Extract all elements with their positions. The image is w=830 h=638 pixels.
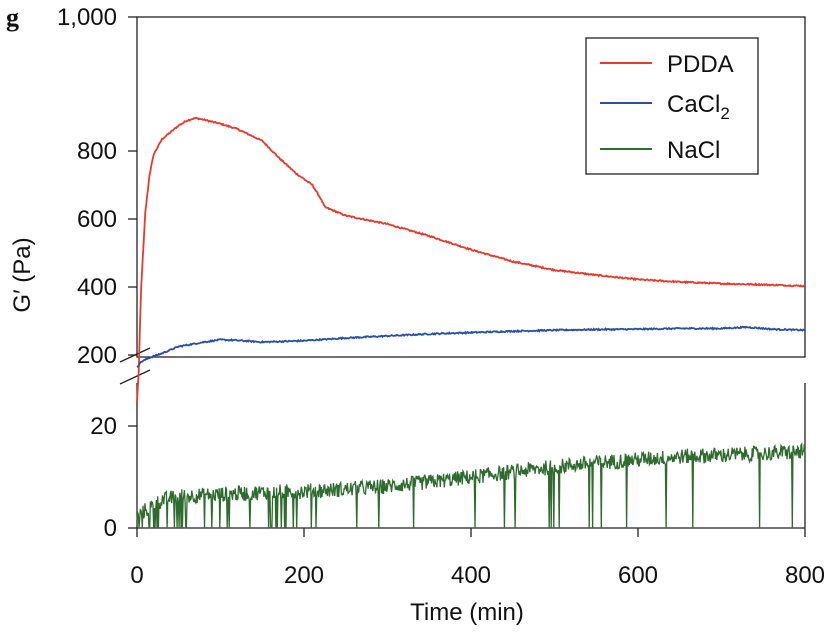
legend-label-pdda: PDDA (667, 51, 734, 78)
y-tick-label: 800 (77, 138, 117, 165)
upper-plot-frame (136, 16, 806, 358)
y-tick-label: 400 (77, 274, 117, 301)
x-tick-label: 200 (284, 562, 324, 589)
panel-label: g (6, 3, 19, 32)
legend-label-nacl: NaCl (667, 137, 720, 164)
axis-ticks: 0 200 400 600 800 200 400 600 800 1,000 0 20 (57, 4, 825, 589)
x-tick-label: 600 (618, 562, 658, 589)
y-axis-title: G′ (Pa) (9, 237, 36, 312)
y-tick-label: 1,000 (57, 4, 117, 31)
legend-label-cacl2: CaCl2 (667, 91, 730, 123)
x-tick-label: 800 (785, 562, 825, 589)
legend: PDDA CaCl2 NaCl (585, 37, 759, 175)
x-tick-label: 0 (130, 562, 143, 589)
series-line-nacl (136, 442, 806, 529)
series-layer (136, 116, 806, 529)
legend-box (585, 37, 759, 175)
y-tick-label: 600 (77, 206, 117, 233)
x-tick-label: 400 (451, 562, 491, 589)
axis-break-mark-lower (119, 369, 151, 385)
y-tick-label-lower: 0 (104, 515, 117, 542)
series-line-pdda (136, 116, 806, 403)
y-tick-label-lower: 20 (90, 413, 117, 440)
series-line-cacl2 (136, 325, 806, 368)
x-axis-title: Time (min) (410, 599, 524, 626)
y-tick-label: 200 (77, 342, 117, 369)
